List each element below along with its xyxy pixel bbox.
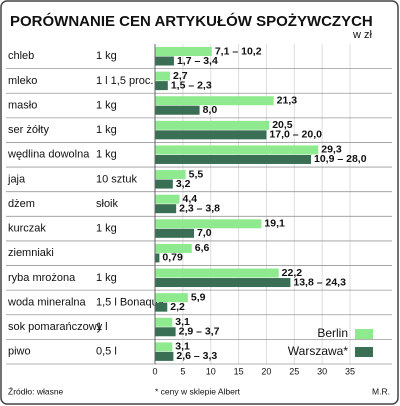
x-tick-label: 20 [261, 366, 271, 376]
category-label: jaja [7, 173, 26, 185]
bar [155, 179, 173, 189]
bar [155, 120, 270, 130]
bar [155, 81, 168, 91]
unit-label: 1 l [96, 321, 108, 333]
category-label: kurczak [8, 223, 46, 235]
author: M.R. [372, 386, 390, 396]
value-label: 29,3 [321, 144, 342, 156]
source: Źródło: własne [8, 386, 64, 396]
value-label: 2,9 – 3,7 [179, 326, 220, 338]
bar [155, 302, 168, 312]
value-label: 2,7 [173, 70, 188, 82]
value-label: 10,9 – 28,0 [314, 153, 367, 165]
bar [155, 253, 160, 263]
value-label: 5,9 [191, 291, 206, 303]
x-tick-label: 15 [234, 366, 244, 376]
value-label: 3,1 [175, 316, 190, 328]
unit-label: 1 kg [96, 50, 117, 62]
category-label: masło [8, 99, 37, 111]
bar [155, 293, 188, 303]
bar [155, 56, 174, 66]
category-label: chleb [8, 50, 34, 62]
unit-label: 10 sztuk [96, 173, 137, 185]
category-label: mleko [8, 75, 37, 87]
bar [155, 145, 319, 155]
unit-label: 1 kg [96, 149, 117, 161]
unit-label: 1 kg [96, 223, 117, 235]
value-label: 1,7 – 3,4 [177, 55, 218, 67]
bar [155, 170, 186, 180]
category-label: sok pomarańczowy [8, 321, 103, 333]
unit-label: 1,5 l Bonaqua [96, 296, 165, 308]
value-label: 0,79 [162, 252, 183, 264]
x-tick-label: 25 [289, 366, 299, 376]
value-label: 13,8 – 24,3 [293, 276, 346, 288]
bar [155, 105, 200, 115]
value-label: 2,2 [170, 301, 185, 313]
bar [155, 219, 262, 229]
bar [155, 342, 173, 352]
unit-label: 1 l 1,5 proc. [96, 75, 153, 87]
value-label: 5,5 [189, 168, 204, 180]
value-label: 8,0 [203, 104, 218, 116]
bar [155, 71, 171, 81]
legend-swatch [355, 347, 373, 357]
bar [155, 317, 173, 327]
bar [155, 228, 194, 238]
value-label: 2,3 – 3,8 [179, 202, 220, 214]
value-label: 22,2 [282, 267, 303, 279]
x-tick-label: 0 [152, 366, 157, 376]
value-label: 3,2 [176, 178, 191, 190]
category-label: ziemniaki [8, 247, 54, 259]
category-label: ser żółty [8, 124, 49, 136]
value-label: 21,3 [277, 95, 298, 107]
value-label: 20,5 [272, 119, 293, 131]
category-label: dżem [8, 198, 35, 210]
unit-label: 1 kg [96, 272, 117, 284]
legend-label: Warszawa* [288, 344, 349, 358]
legend-swatch [355, 329, 373, 339]
chart-title: PORÓWNANIE CEN ARTYKUŁÓW SPOŻYWCZYCH [10, 12, 373, 30]
unit-label: w zł [352, 29, 373, 41]
bar [155, 204, 177, 214]
value-label: 2,6 – 3,3 [176, 350, 217, 362]
note: * ceny w sklepie Albert [155, 386, 241, 396]
unit-label: 1 kg [96, 99, 117, 111]
category-label: piwo [8, 346, 31, 358]
category-label: wędlina dowolna [7, 149, 90, 161]
value-label: 19,1 [264, 218, 285, 230]
value-label: 6,6 [195, 242, 210, 254]
x-tick-label: 35 [345, 366, 355, 376]
bar [155, 96, 274, 106]
value-label: 3,1 [175, 341, 190, 353]
value-label: 17,0 – 20,0 [269, 129, 322, 141]
bar [155, 154, 311, 164]
unit-label: 0,5 l [96, 346, 117, 358]
category-label: ryba mrożona [8, 272, 76, 284]
bar [155, 130, 267, 140]
unit-label: 1 kg [96, 124, 117, 136]
legend-label: Berlin [317, 326, 348, 340]
bar [155, 351, 174, 361]
bar [155, 243, 192, 253]
bar [155, 327, 176, 337]
value-label: 7,0 [197, 227, 212, 239]
x-tick-label: 5 [180, 366, 185, 376]
bar [155, 47, 212, 56]
unit-label: słoik [96, 198, 119, 210]
bar [155, 278, 291, 288]
value-label: 7,1 – 10,2 [215, 45, 262, 57]
x-tick-label: 30 [317, 366, 327, 376]
category-label: woda mineralna [7, 296, 87, 308]
value-label: 1,5 – 2,3 [171, 79, 212, 91]
bar [155, 194, 180, 204]
value-label: 4,4 [183, 193, 198, 205]
bar [155, 268, 279, 278]
x-tick-label: 10 [206, 366, 216, 376]
